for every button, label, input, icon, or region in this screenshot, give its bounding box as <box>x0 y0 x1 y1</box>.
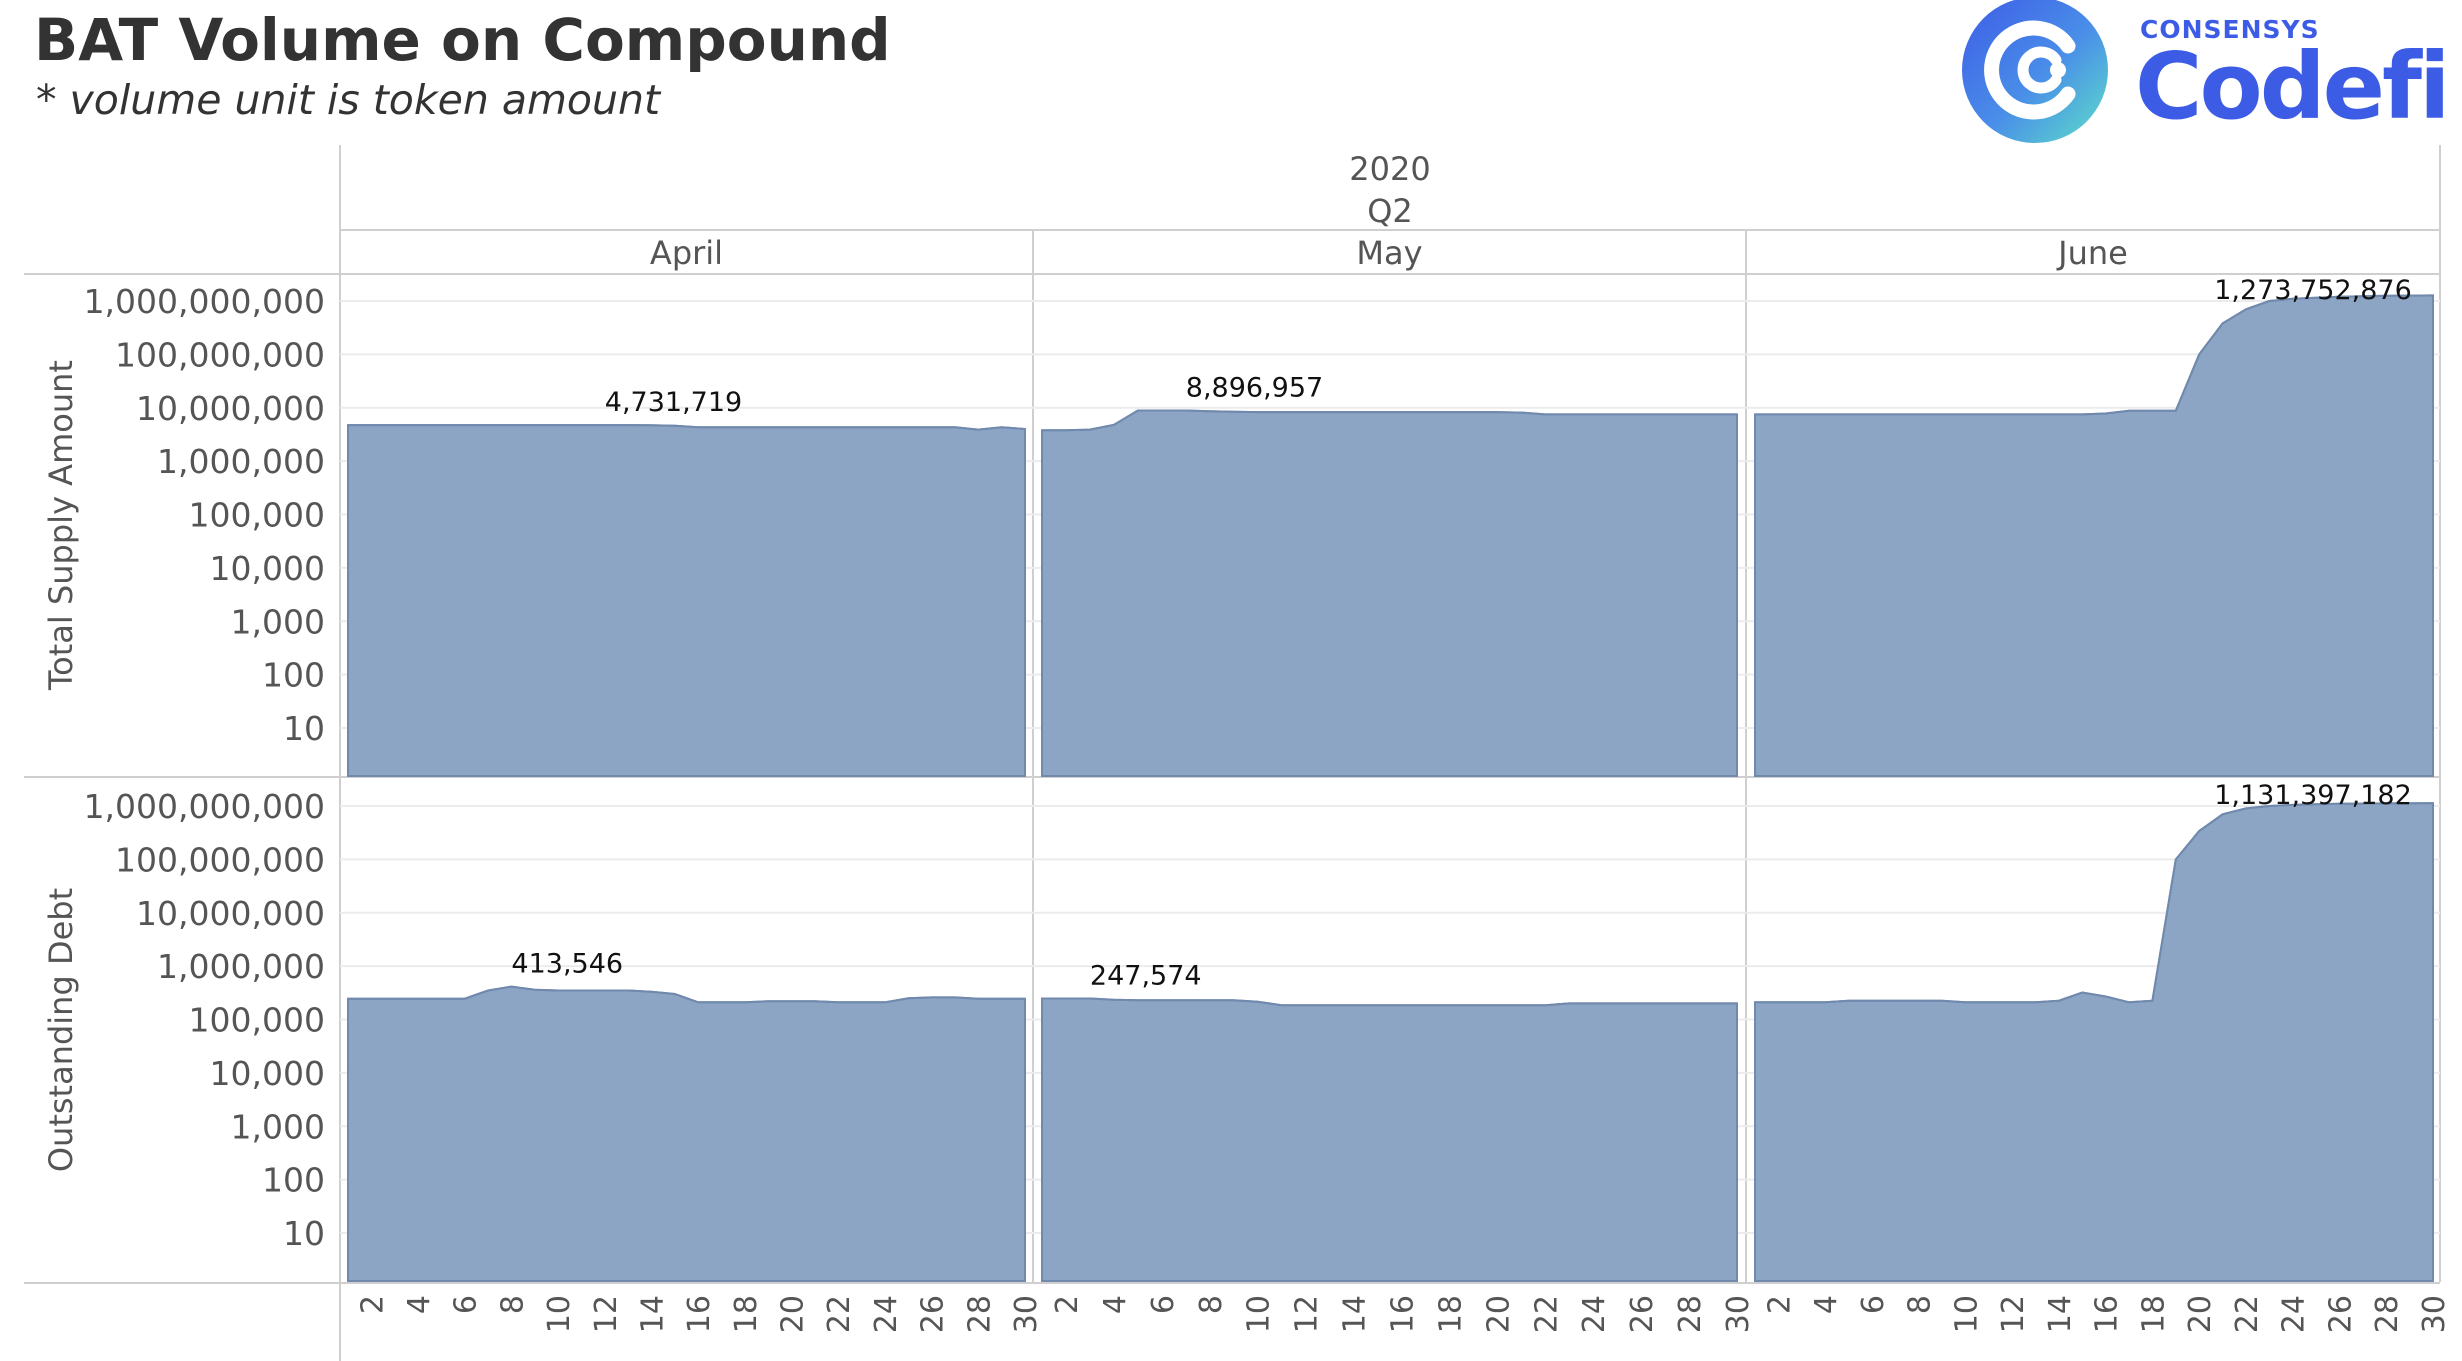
consensys-codefi-logo: CONSENSYS Codefi <box>1962 0 2450 143</box>
x-tick-label: 18 <box>1433 1295 1468 1333</box>
y-tick-label: 10,000 <box>210 549 325 588</box>
x-tick-label: 26 <box>1625 1295 1660 1333</box>
series-line <box>1042 997 1737 1007</box>
x-tick-label: 14 <box>1338 1295 1373 1333</box>
data-label: 8,896,957 <box>1186 372 1323 403</box>
month-header-april: April <box>650 234 723 272</box>
x-tick-label: 8 <box>1194 1295 1229 1314</box>
x-tick-label: 8 <box>1903 1295 1938 1314</box>
data-label: 1,273,752,876 <box>2214 275 2412 306</box>
x-tick-label: 28 <box>962 1295 997 1333</box>
series-line <box>1755 802 2434 1004</box>
y-tick-label: 10,000,000 <box>136 389 325 428</box>
x-tick-label: 14 <box>2043 1295 2078 1333</box>
y-tick-label: 1,000,000,000 <box>84 787 325 826</box>
month-header-may: May <box>1356 234 1422 272</box>
header-quarter: Q2 <box>1367 192 1413 230</box>
header-year: 2020 <box>1349 150 1430 188</box>
x-tick-label: 6 <box>449 1295 484 1314</box>
chart-subtitle: * volume unit is token amount <box>36 76 661 124</box>
x-tick-label: 26 <box>2324 1295 2359 1333</box>
chart-title: BAT Volume on Compound <box>34 6 891 74</box>
x-tick-label: 12 <box>1996 1295 2031 1333</box>
area-series-june <box>1754 294 2434 777</box>
logo-brand-large: Codefi <box>2135 33 2448 140</box>
x-tick-label: 20 <box>1481 1295 1516 1333</box>
y-tick-label: 10 <box>283 709 325 748</box>
x-tick-label: 2 <box>355 1295 390 1314</box>
logo-brand-small: CONSENSYS <box>2140 15 2320 44</box>
data-label: 247,574 <box>1090 960 1202 991</box>
x-tick-label: 18 <box>2136 1295 2171 1333</box>
y-tick-label: 10,000,000 <box>136 894 325 933</box>
y-tick-label: 100 <box>262 656 325 695</box>
area-series-april <box>347 985 1026 1282</box>
area-series-april <box>347 424 1026 777</box>
x-tick-label: 24 <box>2277 1295 2312 1333</box>
x-tick-label: 30 <box>1009 1295 1044 1333</box>
y-tick-label: 1,000 <box>231 602 325 641</box>
x-tick-label: 24 <box>869 1295 904 1333</box>
y-tick-label: 10 <box>283 1214 325 1253</box>
x-tick-label: 22 <box>2230 1295 2265 1333</box>
y-tick-label: 100,000 <box>189 496 325 535</box>
series-line <box>348 985 1025 1004</box>
y-tick-label: 1,000 <box>231 1107 325 1146</box>
y-tick-label: 100,000 <box>189 1001 325 1040</box>
x-tick-label: 12 <box>589 1295 624 1333</box>
x-tick-label: 30 <box>1721 1295 1756 1333</box>
x-tick-label: 30 <box>2417 1295 2452 1333</box>
area-series-june <box>1754 802 2434 1282</box>
x-tick-label: 18 <box>729 1295 764 1333</box>
x-tick-label: 4 <box>402 1295 437 1314</box>
x-tick-label: 22 <box>1529 1295 1564 1333</box>
y-tick-label: 1,000,000 <box>157 947 325 986</box>
area-series-may <box>1041 997 1738 1282</box>
y-tick-label: 100 <box>262 1161 325 1200</box>
x-tick-label: 2 <box>1762 1295 1797 1314</box>
series-line <box>1042 409 1737 432</box>
x-tick-label: 20 <box>776 1295 811 1333</box>
row-label: Outstanding Debt <box>42 888 80 1172</box>
y-tick-label: 1,000,000,000 <box>84 282 325 321</box>
x-tick-label: 16 <box>1386 1295 1421 1333</box>
x-tick-label: 24 <box>1577 1295 1612 1333</box>
month-header-june: June <box>2056 234 2128 272</box>
x-tick-label: 4 <box>1098 1295 1133 1314</box>
area-series-may <box>1041 409 1738 777</box>
x-tick-label: 14 <box>636 1295 671 1333</box>
x-tick-label: 10 <box>1949 1295 1984 1333</box>
data-label: 1,131,397,182 <box>2214 780 2412 811</box>
x-tick-label: 20 <box>2183 1295 2218 1333</box>
x-tick-label: 10 <box>1242 1295 1277 1333</box>
data-label: 4,731,719 <box>605 387 742 418</box>
x-tick-label: 8 <box>495 1295 530 1314</box>
x-tick-label: 4 <box>1809 1295 1844 1314</box>
x-tick-label: 10 <box>542 1295 577 1333</box>
x-tick-label: 28 <box>2370 1295 2405 1333</box>
y-tick-label: 100,000,000 <box>115 840 325 879</box>
x-tick-label: 6 <box>1146 1295 1181 1314</box>
x-tick-label: 16 <box>2090 1295 2125 1333</box>
data-label: 413,546 <box>511 949 623 980</box>
y-tick-label: 100,000,000 <box>115 335 325 374</box>
row-label: Total Supply Amount <box>42 360 80 691</box>
x-tick-label: 12 <box>1290 1295 1325 1333</box>
x-tick-label: 22 <box>822 1295 857 1333</box>
y-tick-label: 10,000 <box>210 1054 325 1093</box>
x-tick-label: 28 <box>1673 1295 1708 1333</box>
series-line <box>348 424 1026 431</box>
x-tick-label: 16 <box>682 1295 717 1333</box>
x-tick-label: 2 <box>1050 1295 1085 1314</box>
y-tick-label: 1,000,000 <box>157 442 325 481</box>
x-tick-label: 6 <box>1856 1295 1891 1314</box>
series-line <box>1755 294 2434 416</box>
x-tick-label: 26 <box>916 1295 951 1333</box>
